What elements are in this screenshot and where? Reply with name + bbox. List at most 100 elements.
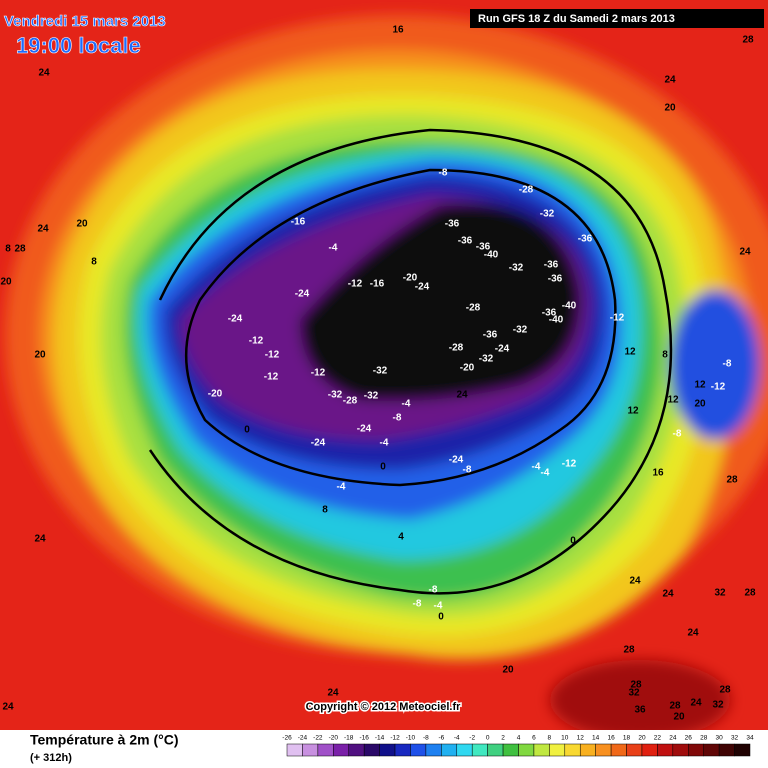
- contour-label: -8: [393, 413, 402, 424]
- legend-swatch: [379, 743, 396, 757]
- contour-label: -40: [484, 250, 499, 261]
- contour-label: -24: [311, 438, 326, 449]
- contour-label: -32: [373, 366, 388, 377]
- contour-label: -36: [542, 308, 557, 319]
- legend-tick-label: -26: [282, 735, 292, 742]
- legend-tick-label: -24: [298, 735, 308, 742]
- contour-label: -36: [548, 274, 563, 285]
- contour-label: 12: [624, 347, 636, 358]
- legend-tick-label: -20: [329, 735, 339, 742]
- legend-tick-label: 18: [623, 735, 631, 742]
- contour-label: -32: [509, 263, 524, 274]
- contour-label: -4: [532, 462, 541, 473]
- contour-label: 12: [667, 395, 679, 406]
- legend-tick-label: 34: [746, 735, 754, 742]
- contour-label: 32: [712, 700, 724, 711]
- contour-label: 32: [628, 688, 640, 699]
- copyright: Copyright © 2012 Meteociel.fr: [306, 701, 462, 713]
- contour-label: -28: [449, 343, 464, 354]
- contour-label: 28: [630, 680, 642, 691]
- legend-tick-label: -10: [406, 735, 416, 742]
- contour-label: -16: [370, 279, 385, 290]
- contour-label: 28: [623, 645, 635, 656]
- legend-swatch: [302, 743, 319, 757]
- forecast-date: Vendredi 15 mars 2013: [4, 13, 166, 30]
- contour-label: 24: [327, 688, 339, 699]
- legend-swatch: [487, 743, 504, 757]
- contour-label: 8: [322, 505, 328, 516]
- contour-label: -24: [415, 282, 430, 293]
- contour-label: -36: [544, 260, 559, 271]
- contour-label: -32: [479, 354, 494, 365]
- contour-label: -36: [476, 242, 491, 253]
- contour-label: 4: [398, 532, 404, 543]
- legend-tick-label: 16: [607, 735, 615, 742]
- legend-tick-label: -8: [423, 735, 429, 742]
- legend-tick-label: 6: [532, 735, 536, 742]
- contour-label: 28: [14, 244, 26, 255]
- contour-label: 20: [34, 350, 46, 361]
- contour-label: -12: [348, 279, 363, 290]
- legend-swatch: [286, 743, 303, 757]
- legend-tick-label: -6: [438, 735, 444, 742]
- contour-label: -28: [343, 396, 358, 407]
- legend-swatch: [333, 743, 349, 757]
- legend-swatch: [718, 743, 735, 757]
- contour-label: -24: [295, 289, 310, 300]
- legend-swatch: [672, 743, 689, 757]
- contour-label: -20: [208, 389, 223, 400]
- contour-label: 32: [714, 588, 726, 599]
- legend-swatch: [317, 743, 334, 757]
- legend-tick-label: 30: [716, 735, 724, 742]
- legend-swatch: [533, 743, 550, 757]
- contour-label: -4: [329, 243, 338, 254]
- contour-label: -36: [483, 330, 498, 341]
- contour-label: -16: [291, 217, 306, 228]
- contour-label: -4: [337, 482, 346, 493]
- contour-label: 20: [76, 219, 88, 230]
- contour-label: 20: [694, 399, 706, 410]
- contour-label: 24: [690, 698, 702, 709]
- legend-swatch: [734, 743, 751, 757]
- legend-tick-label: -22: [313, 735, 323, 742]
- contour-label: 20: [664, 103, 676, 114]
- contour-label: 8: [662, 350, 668, 361]
- contour-label: 24: [664, 75, 676, 86]
- contour-label: -4: [541, 468, 550, 479]
- contour-label: 12: [694, 380, 706, 391]
- contour-label: 24: [2, 702, 14, 713]
- contour-label: -40: [549, 315, 564, 326]
- contour-label: 28: [719, 685, 731, 696]
- variable-title: Température à 2m (°C): [30, 732, 179, 748]
- contour-label: -36: [458, 236, 473, 247]
- legend-tick-label: -16: [359, 735, 369, 742]
- contour-label: -28: [466, 303, 481, 314]
- contour-label: 24: [629, 576, 641, 587]
- legend-swatch: [703, 743, 720, 757]
- contour-label: 20: [502, 665, 514, 676]
- legend-tick-label: 32: [731, 735, 739, 742]
- forecast-time: 19:00 locale: [16, 33, 141, 58]
- contour-label: 20: [0, 277, 12, 288]
- legend-swatch: [394, 743, 411, 757]
- legend-swatch: [641, 743, 658, 757]
- contour-label: 28: [742, 35, 754, 46]
- contour-label: -8: [723, 359, 732, 370]
- contour-label: -4: [402, 399, 411, 410]
- contour-label: -12: [562, 459, 577, 470]
- legend-tick-label: 14: [592, 735, 600, 742]
- legend-tick-label: 12: [577, 735, 585, 742]
- contour-label: 24: [739, 247, 751, 258]
- legend-swatch: [441, 743, 458, 757]
- contour-label: -12: [249, 336, 264, 347]
- contour-label: -12: [311, 368, 326, 379]
- legend-tick-label: -2: [469, 735, 475, 742]
- legend-swatch: [610, 743, 627, 757]
- run-info: Run GFS 18 Z du Samedi 2 mars 2013: [478, 13, 675, 25]
- contour-label: -8: [429, 585, 438, 596]
- contour-label: -24: [357, 424, 372, 435]
- contour-label: 24: [662, 589, 674, 600]
- contour-label: -4: [434, 601, 443, 612]
- contour-label: 16: [652, 468, 664, 479]
